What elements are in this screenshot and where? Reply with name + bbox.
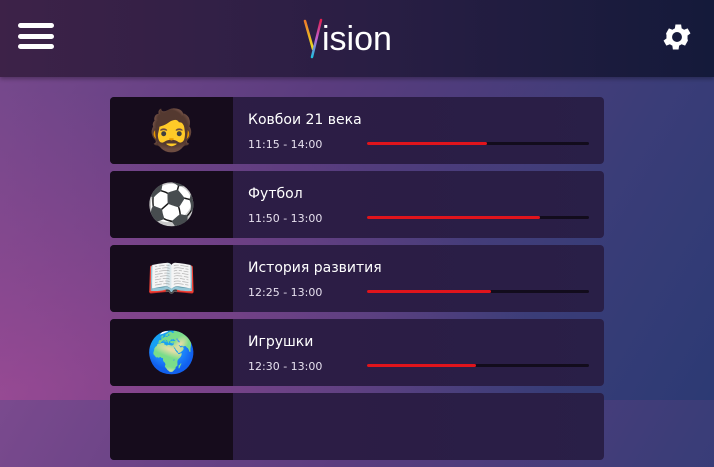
logo-v-icon (303, 18, 323, 59)
program-thumbnail: 🌍 (110, 319, 233, 386)
program-card[interactable] (110, 393, 604, 460)
gear-icon[interactable] (660, 20, 694, 54)
program-list: 🧔 Ковбои 21 века 11:15 - 14:00 ⚽ Футбол … (110, 97, 604, 467)
program-card[interactable]: 🌍 Игрушки 12:30 - 13:00 (110, 319, 604, 386)
program-time: 11:15 - 14:00 (248, 138, 323, 151)
program-info: Ковбои 21 века 11:15 - 14:00 (233, 97, 604, 164)
program-info: История развития 12:25 - 13:00 (233, 245, 604, 312)
program-title: История развития (248, 260, 382, 276)
program-info: Игрушки 12:30 - 13:00 (233, 319, 604, 386)
program-card[interactable]: 📖 История развития 12:25 - 13:00 (110, 245, 604, 312)
progress-fill (367, 290, 492, 293)
app-header: ision (0, 0, 714, 77)
progress-fill (367, 216, 541, 219)
progress-bar (367, 216, 589, 219)
progress-fill (367, 142, 487, 145)
program-thumbnail: 📖 (110, 245, 233, 312)
program-info: Футбол 11:50 - 13:00 (233, 171, 604, 238)
program-card[interactable]: ⚽ Футбол 11:50 - 13:00 (110, 171, 604, 238)
program-title: Ковбои 21 века (248, 112, 362, 128)
hamburger-icon[interactable] (18, 23, 54, 49)
progress-bar (367, 142, 589, 145)
program-title: Футбол (248, 186, 303, 202)
progress-bar (367, 290, 589, 293)
program-time: 12:25 - 13:00 (248, 286, 323, 299)
program-thumbnail (110, 393, 233, 460)
program-info (233, 393, 604, 460)
program-time: 12:30 - 13:00 (248, 360, 323, 373)
program-time: 11:50 - 13:00 (248, 212, 323, 225)
program-thumbnail: 🧔 (110, 97, 233, 164)
progress-bar (367, 364, 589, 367)
program-title: Игрушки (248, 334, 314, 350)
progress-fill (367, 364, 476, 367)
program-thumbnail: ⚽ (110, 171, 233, 238)
program-card[interactable]: 🧔 Ковбои 21 века 11:15 - 14:00 (110, 97, 604, 164)
logo: ision (303, 16, 392, 62)
